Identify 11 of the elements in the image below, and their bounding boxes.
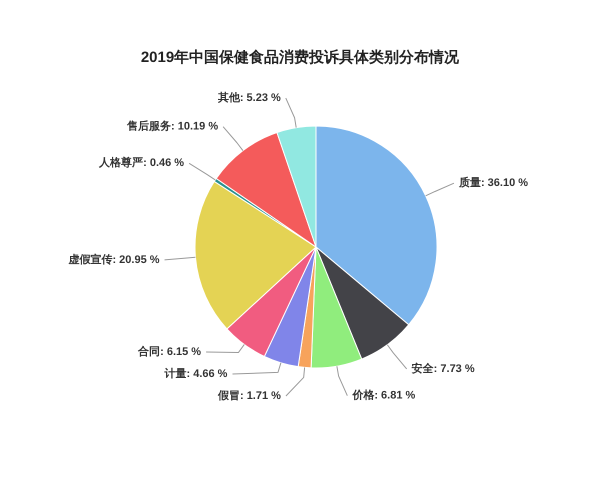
slice-label: 假冒: 1.71 % bbox=[216, 388, 282, 402]
chart-title: 2019年中国保健食品消费投诉具体类别分布情况 bbox=[140, 49, 460, 66]
slice-label: 虚假宣传: 20.95 % bbox=[67, 252, 160, 266]
slice-label: 价格: 6.81 % bbox=[351, 388, 416, 402]
slice-label: 安全: 7.73 % bbox=[412, 362, 475, 375]
slice-label: 质量: 36.10 % bbox=[458, 176, 528, 190]
slice-label: 售后服务: 10.19 % bbox=[126, 120, 218, 133]
slice-label: 计量: 4.66 % bbox=[164, 366, 228, 380]
slice-label: 合同: 6.15 % bbox=[137, 344, 202, 358]
slice-label: 其他: 5.23 % bbox=[216, 90, 281, 104]
slice-label: 人格尊严: 0.46 % bbox=[98, 156, 184, 170]
